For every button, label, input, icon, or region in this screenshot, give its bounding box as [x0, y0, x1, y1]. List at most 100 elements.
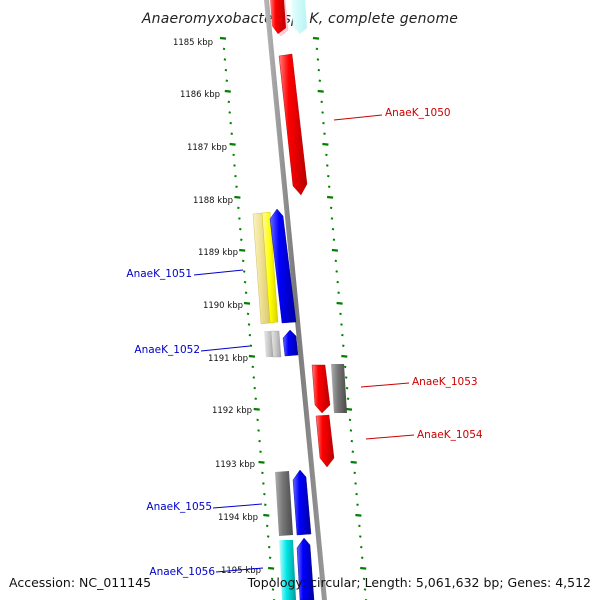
- minor-tick: [228, 111, 231, 114]
- major-tick: [253, 407, 260, 411]
- minor-tick: [233, 164, 236, 167]
- minor-tick: [227, 100, 231, 104]
- feature-yellow[interactable]: [261, 211, 279, 324]
- gene-label-anaek-1052[interactable]: AnaeK_1052: [134, 344, 200, 356]
- minor-tick: [363, 588, 367, 591]
- minor-tick: [320, 100, 323, 104]
- gene-label-anaek-1050[interactable]: AnaeK_1050: [385, 107, 451, 119]
- cds-anaek-1054[interactable]: [315, 414, 335, 468]
- minor-tick: [241, 259, 245, 263]
- feature-gray-small[interactable]: [270, 330, 282, 358]
- minor-tick: [243, 280, 247, 284]
- minor-tick: [339, 312, 342, 316]
- cds-anaek-1051[interactable]: [269, 208, 297, 324]
- major-tick: [322, 142, 329, 146]
- minor-tick: [223, 58, 227, 61]
- minor-tick: [362, 577, 366, 581]
- leader-anaek-1056: [215, 567, 264, 573]
- topology-text: Topology: circular; Length: 5,061,632 bp…: [247, 575, 591, 590]
- major-tick: [219, 36, 227, 40]
- major-tick: [239, 248, 246, 252]
- minor-tick: [331, 227, 335, 231]
- tick-label-1187: 1187 kbp: [187, 143, 227, 153]
- minor-tick: [239, 227, 242, 231]
- minor-tick: [248, 333, 252, 337]
- minor-tick: [232, 153, 235, 157]
- tick-label-1189: 1189 kbp: [198, 248, 238, 258]
- feature-cyan[interactable]: [279, 540, 296, 600]
- minor-tick: [337, 291, 340, 294]
- major-tick: [345, 407, 353, 411]
- minor-tick: [358, 524, 361, 528]
- minor-tick: [262, 482, 265, 485]
- minor-tick: [353, 471, 356, 475]
- leader-anaek-1055: [212, 503, 263, 509]
- minor-tick: [323, 132, 326, 135]
- minor-tick: [237, 206, 240, 210]
- minor-tick: [256, 418, 259, 422]
- gene-labels: AnaeK_1050 AnaeK_1051 AnaeK_1052 AnaeK_1…: [126, 107, 483, 578]
- gene-label-anaek-1054[interactable]: AnaeK_1054: [417, 429, 483, 441]
- minor-tick: [270, 577, 274, 581]
- minor-tick: [244, 291, 248, 294]
- minor-tick: [354, 482, 357, 485]
- minor-tick: [249, 344, 253, 347]
- gene-label-anaek-1055[interactable]: AnaeK_1055: [146, 501, 212, 513]
- cds-anaek-1056[interactable]: [296, 537, 315, 600]
- minor-tick: [315, 47, 319, 51]
- cds-pale-cyan-partial[interactable]: [291, 0, 307, 34]
- cds-forward-partial-top[interactable]: [270, 0, 286, 34]
- major-tick: [248, 354, 256, 358]
- minor-tick: [349, 429, 353, 432]
- minor-tick: [229, 121, 232, 125]
- gene-label-anaek-1053[interactable]: AnaeK_1053: [412, 376, 478, 388]
- minor-tick: [247, 323, 251, 326]
- minor-tick: [336, 280, 339, 284]
- minor-tick: [334, 259, 338, 263]
- tick-label-1193: 1193 kbp: [215, 460, 255, 470]
- genome-backbone: [264, 0, 327, 600]
- minor-tick: [238, 217, 241, 220]
- tick-label-1188: 1188 kbp: [193, 196, 233, 206]
- minor-tick: [322, 121, 325, 125]
- tick-label-1186: 1186 kbp: [180, 90, 220, 100]
- gene-label-anaek-1056[interactable]: AnaeK_1056: [149, 566, 215, 578]
- cds-anaek-1053[interactable]: [311, 364, 331, 414]
- minor-tick: [234, 174, 237, 178]
- minor-tick: [252, 376, 256, 379]
- minor-tick: [225, 79, 229, 82]
- major-tick: [317, 89, 324, 93]
- minor-tick: [271, 588, 275, 591]
- minor-tick: [317, 68, 321, 72]
- minor-tick: [266, 535, 270, 538]
- gene-label-anaek-1051[interactable]: AnaeK_1051: [126, 268, 192, 280]
- cds-anaek-1050[interactable]: [278, 53, 308, 196]
- minor-tick: [258, 439, 261, 443]
- minor-tick: [326, 164, 329, 167]
- minor-tick: [346, 397, 350, 400]
- right-tick-marks: [312, 36, 368, 600]
- major-tick: [312, 36, 320, 40]
- feature-gray-1053[interactable]: [331, 364, 347, 413]
- feature-gray-1055[interactable]: [275, 471, 293, 536]
- tick-label-1191: 1191 kbp: [208, 354, 248, 364]
- cds-anaek-1052[interactable]: [282, 329, 299, 357]
- minor-tick: [242, 270, 246, 273]
- major-tick: [350, 460, 357, 464]
- tick-label-1195: 1195 kbp: [221, 566, 261, 576]
- left-tick-marks: [219, 36, 276, 600]
- minor-tick: [240, 238, 243, 241]
- minor-tick: [341, 333, 344, 337]
- minor-tick: [265, 524, 269, 528]
- cds-anaek-1055[interactable]: [292, 469, 312, 536]
- leader-anaek-1051: [193, 269, 244, 276]
- minor-tick: [342, 344, 345, 347]
- accession-text: Accession: NC_011145: [9, 575, 151, 590]
- tick-label-1190: 1190 kbp: [203, 301, 243, 311]
- major-tick: [341, 354, 348, 358]
- minor-tick: [343, 365, 347, 369]
- minor-tick: [344, 376, 348, 379]
- minor-tick: [329, 206, 333, 210]
- major-tick: [263, 513, 270, 517]
- major-tick: [326, 195, 334, 199]
